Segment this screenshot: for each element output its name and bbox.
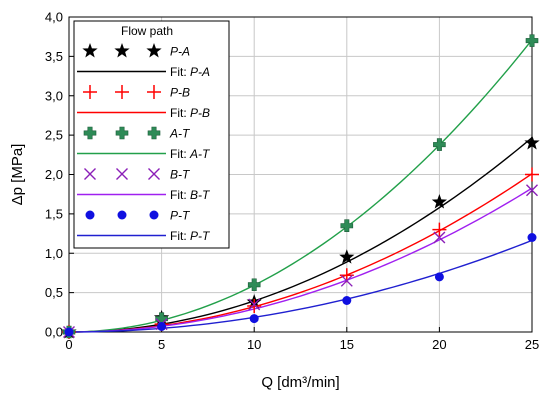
- data-point-a-t: [525, 34, 539, 47]
- x-axis-label: Q [dm³/min]: [261, 374, 339, 391]
- legend-title: Flow path: [121, 24, 173, 38]
- legend-marker-p-b: [115, 85, 129, 99]
- y-tick-label: 3,0: [45, 88, 63, 103]
- data-point-p-b: [525, 167, 539, 182]
- fit-line-p-t: [68, 239, 533, 333]
- data-point-a-t: [247, 278, 261, 292]
- data-point-p-a: [431, 194, 448, 209]
- data-point-p-t: [249, 314, 259, 324]
- data-point-p-t: [434, 272, 444, 282]
- x-tick-label: 0: [65, 337, 72, 352]
- legend-marker-p-t: [149, 210, 159, 220]
- data-point-p-t: [157, 321, 167, 331]
- legend-marker-p-t: [85, 210, 95, 220]
- data-point-p-a: [524, 135, 540, 150]
- legend-marker-b-t: [148, 168, 160, 180]
- fit-line-p-a: [68, 137, 533, 333]
- y-tick-label: 1,0: [45, 246, 63, 261]
- legend-marker-p-t: [117, 210, 127, 220]
- fit-line-b-t: [68, 187, 533, 333]
- y-axis-label: Δp [MPa]: [9, 144, 26, 206]
- y-tick-label: 2,0: [45, 167, 63, 182]
- y-tick-label: 0,5: [45, 285, 63, 300]
- legend-marker-a-t: [147, 126, 161, 140]
- legend-entry-label: P-T: [170, 209, 191, 223]
- x-tick-label: 15: [340, 337, 354, 352]
- legend-entry-label: Fit: A-T: [170, 147, 211, 161]
- legend-entry-label: Fit: P-A: [170, 65, 210, 79]
- legend-entry-label: B-T: [170, 168, 191, 182]
- data-point-p-b: [432, 222, 447, 237]
- data-point-b-t: [433, 231, 446, 244]
- data-point-b-t: [340, 274, 353, 287]
- x-tick-label: 25: [525, 337, 539, 352]
- legend-marker-p-a: [82, 43, 98, 58]
- legend-marker-p-b: [147, 85, 161, 99]
- legend-marker-a-t: [115, 126, 129, 140]
- y-tick-label: 2,5: [45, 128, 63, 143]
- data-markers: [61, 34, 540, 339]
- legend-marker-p-a: [146, 43, 162, 58]
- fit-line-a-t: [68, 39, 533, 333]
- y-tick-label: 1,5: [45, 206, 63, 221]
- data-point-p-t: [64, 327, 74, 337]
- legend-entry-label: Fit: B-T: [170, 188, 211, 202]
- x-tick-label: 5: [158, 337, 165, 352]
- legend-marker-p-a: [114, 43, 130, 58]
- legend-entry-label: P-A: [170, 45, 190, 59]
- data-point-a-t: [340, 219, 354, 232]
- y-tick-label: 3,5: [45, 49, 63, 64]
- legend: Flow path P-A Fit: P-A P-B Fit: P-B A-T Fit: A…: [73, 20, 230, 249]
- x-tick-label: 20: [432, 337, 446, 352]
- axis-ticks: 0 5 10 15 20 25 0,0 0,5 1,0 1,5 2,0 2,5 3,0 3,5 4,0: [45, 10, 539, 353]
- legend-entry-label: P-B: [170, 86, 190, 100]
- x-tick-label: 10: [247, 337, 261, 352]
- legend-marker-b-t: [84, 168, 96, 180]
- legend-marker-a-t: [83, 126, 97, 140]
- data-point-a-t: [433, 138, 446, 151]
- data-point-p-t: [527, 233, 537, 242]
- fit-curves: [68, 39, 533, 333]
- legend-marker-p-b: [83, 85, 97, 99]
- data-point-p-a: [339, 249, 355, 264]
- legend-entry-label: Fit: P-B: [170, 106, 210, 120]
- data-point-p-b: [247, 299, 262, 314]
- y-tick-label: 4,0: [45, 10, 63, 25]
- data-point-p-t: [342, 296, 352, 305]
- data-point-b-t: [526, 184, 538, 197]
- y-tick-label: 0,0: [45, 325, 63, 340]
- legend-marker-b-t: [116, 168, 128, 180]
- legend-entry-label: A-T: [169, 127, 191, 141]
- data-point-b-t: [248, 298, 261, 311]
- legend-entry-label: Fit: P-T: [170, 229, 211, 243]
